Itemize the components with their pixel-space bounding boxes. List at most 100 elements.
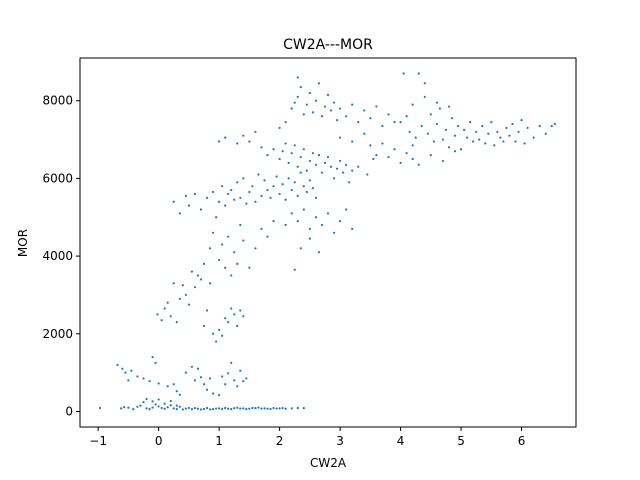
scatter-point <box>266 407 269 410</box>
scatter-point <box>205 406 209 410</box>
scatter-point <box>218 258 221 262</box>
scatter-point <box>178 405 181 408</box>
scatter-point <box>214 216 218 219</box>
scatter-point <box>263 407 266 410</box>
scatter-point <box>411 103 414 106</box>
scatter-point <box>302 185 305 188</box>
scatter-point <box>302 208 305 211</box>
scatter-point <box>127 406 130 409</box>
scatter-point <box>142 377 145 380</box>
scatter-point <box>193 286 197 289</box>
scatter-point <box>266 235 269 238</box>
scatter-point <box>329 165 333 168</box>
scatter-point <box>208 377 212 380</box>
scatter-point <box>284 120 287 124</box>
chart-title: CW2A---MOR <box>283 37 373 53</box>
scatter-point <box>272 148 275 151</box>
scatter-point <box>308 227 311 231</box>
scatter-point <box>532 136 535 139</box>
scatter-point <box>169 404 172 407</box>
scatter-point <box>311 187 314 190</box>
scatter-point <box>351 227 354 231</box>
scatter-point <box>284 198 287 201</box>
scatter-point <box>233 379 236 382</box>
scatter-point <box>272 185 275 188</box>
scatter-point <box>472 140 475 143</box>
scatter-point <box>251 406 254 410</box>
scatter-point <box>116 363 119 366</box>
scatter-point <box>242 239 245 242</box>
scatter-point <box>417 72 420 75</box>
scatter-point <box>205 309 209 312</box>
scatter-point <box>429 113 432 116</box>
scatter-point <box>157 405 160 408</box>
x-tick-label: 3 <box>336 434 344 448</box>
scatter-point <box>224 266 227 269</box>
scatter-point <box>230 188 233 192</box>
scatter-point <box>211 408 215 411</box>
scatter-point <box>338 159 342 163</box>
scatter-point <box>211 332 215 335</box>
x-axis-label: CW2A <box>310 456 347 470</box>
scatter-point <box>178 297 181 300</box>
scatter-point <box>130 369 133 372</box>
scatter-point <box>199 208 203 211</box>
scatter-point <box>214 340 218 343</box>
scatter-point <box>272 220 275 223</box>
scatter-point <box>278 192 281 196</box>
scatter-point <box>205 388 209 391</box>
scatter-point <box>184 293 187 297</box>
scatter-point <box>305 103 308 106</box>
scatter-point <box>293 101 296 104</box>
scatter-point <box>190 408 194 411</box>
scatter-point <box>233 251 236 254</box>
scatter-point <box>218 140 221 143</box>
y-tick-label: 0 <box>65 404 73 418</box>
scatter-point <box>387 113 390 116</box>
scatter-point <box>172 383 175 386</box>
scatter-point <box>224 204 227 207</box>
scatter-point <box>211 231 215 234</box>
scatter-point <box>175 408 178 411</box>
scatter-point <box>487 132 490 135</box>
scatter-point <box>245 202 248 205</box>
scatter-point <box>550 124 553 128</box>
scatter-point <box>432 140 435 143</box>
scatter-point <box>514 140 517 143</box>
plot-frame <box>79 57 577 428</box>
scatter-point <box>166 385 169 388</box>
scatter-point <box>221 243 224 246</box>
scatter-point <box>136 375 139 378</box>
scatter-point <box>148 408 151 411</box>
scatter-point <box>351 169 354 172</box>
scatter-point <box>375 154 378 157</box>
scatter-point <box>332 231 336 234</box>
scatter-point <box>351 103 354 106</box>
scatter-point <box>263 179 266 182</box>
scatter-point <box>369 117 372 120</box>
scatter-point <box>453 150 457 153</box>
scatter-point <box>151 355 154 359</box>
scatter-point <box>236 181 239 184</box>
scatter-point <box>218 407 221 410</box>
scatter-point <box>281 407 284 410</box>
scatter-point <box>447 105 451 108</box>
scatter-point <box>227 372 230 375</box>
scatter-point <box>199 278 203 281</box>
scatter-point <box>284 142 287 145</box>
scatter-point <box>314 216 318 219</box>
scatter-point <box>163 307 166 310</box>
scatter-point <box>260 407 263 410</box>
scatter-point <box>299 86 302 89</box>
scatter-point <box>323 105 327 108</box>
scatter-point <box>538 124 541 128</box>
scatter-point <box>342 171 345 174</box>
scatter-point <box>444 128 448 131</box>
scatter-point <box>363 109 366 112</box>
scatter-point <box>293 144 296 147</box>
scatter-point <box>490 120 493 124</box>
scatter-point <box>248 407 251 410</box>
scatter-point <box>275 175 278 178</box>
scatter-point <box>456 124 460 128</box>
